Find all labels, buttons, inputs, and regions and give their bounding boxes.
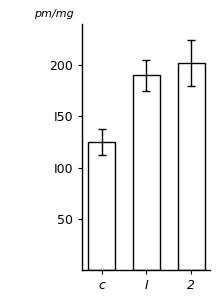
Bar — [178, 63, 205, 270]
Bar — [133, 75, 160, 270]
Bar — [88, 142, 115, 270]
Text: pm/mg: pm/mg — [34, 9, 74, 19]
